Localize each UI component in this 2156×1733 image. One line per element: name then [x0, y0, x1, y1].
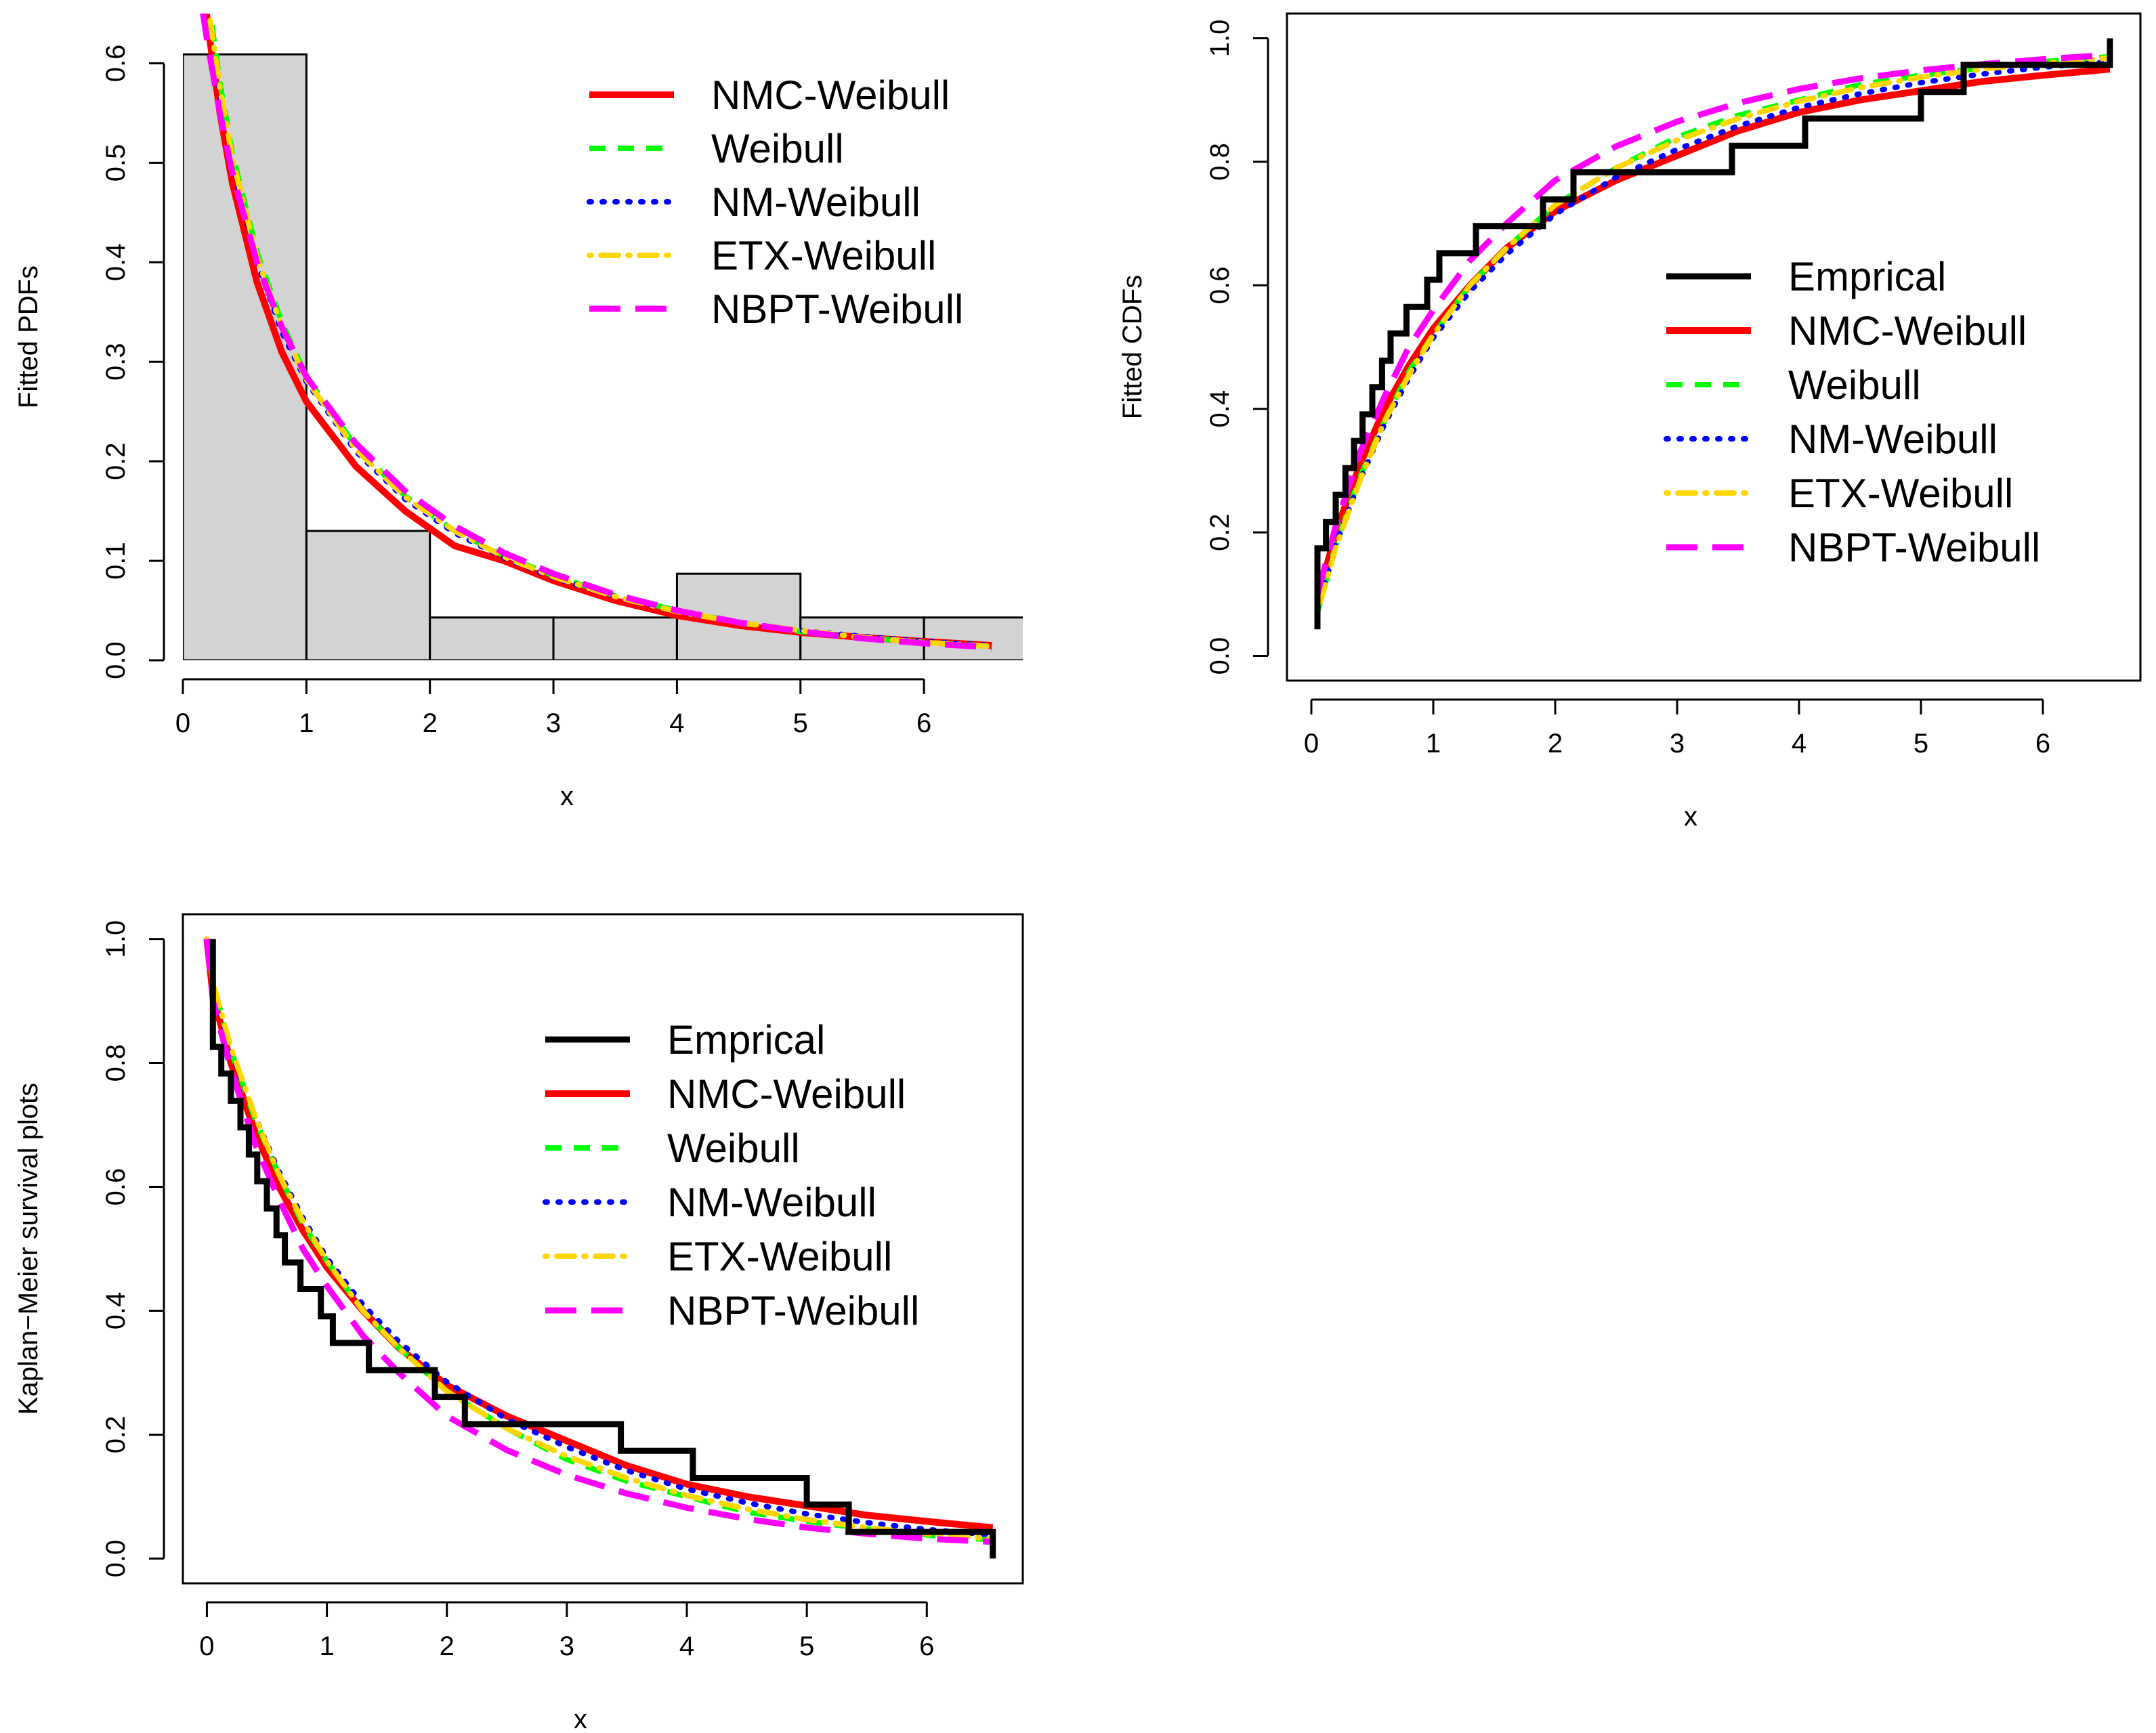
- x-tick-label: 5: [799, 1631, 814, 1661]
- cdf-plot-frame: [1286, 12, 2142, 682]
- series-etx-weibull: [206, 14, 995, 649]
- legend-label-etx-weibull: ETX-Weibull: [711, 233, 936, 278]
- y-tick-label: 0.8: [101, 1044, 131, 1082]
- survival-x-axis-title: x: [574, 1705, 587, 1733]
- x-tick-label: 5: [793, 708, 808, 738]
- y-tick-label: 0.2: [101, 442, 131, 480]
- x-tick-label: 2: [1548, 729, 1563, 758]
- legend-label-etx-weibull: ETX-Weibull: [667, 1234, 892, 1279]
- legend-label-emprical: Emprical: [667, 1017, 825, 1063]
- y-tick-label: 0.6: [101, 45, 131, 83]
- x-tick-label: 5: [1914, 729, 1928, 758]
- histogram-bar: [923, 616, 1023, 660]
- x-tick-label: 1: [319, 1631, 334, 1661]
- x-tick-label: 2: [423, 708, 438, 738]
- legend-label-etx-weibull: ETX-Weibull: [1788, 471, 2013, 516]
- pdf-x-axis-title: x: [560, 782, 574, 811]
- curves: [200, 14, 995, 651]
- legend-label-nm-weibull: NM-Weibull: [711, 179, 921, 225]
- legend-label-weibull: Weibull: [711, 126, 844, 171]
- series-etx-weibull: [1315, 55, 2113, 616]
- x-tick-label: 4: [669, 708, 684, 738]
- histogram-bar: [429, 616, 555, 660]
- series-emprical: [209, 939, 996, 1559]
- legend-label-nmc-weibull: NMC-Weibull: [711, 72, 950, 118]
- x-tick-label: 0: [175, 708, 190, 738]
- curves: [203, 936, 996, 1559]
- curves: [1314, 38, 2113, 630]
- x-tick-label: 0: [1304, 729, 1319, 758]
- legend-label-nbpt-weibull: NBPT-Weibull: [711, 286, 963, 332]
- y-tick-label: 0.1: [101, 542, 131, 580]
- survival-panel: 0 1 2 3 4 5 6 0.0 0.2 0.4 0.6 0.8 1.0 x Kaplan−Meier s…: [14, 913, 1024, 1733]
- cdf-legend: Emprical NMC-Weibull Weibull NM-Weibull ETX-…: [1664, 254, 2040, 570]
- y-tick-label: 0.4: [1205, 390, 1235, 428]
- series-nbpt-weibull: [200, 14, 992, 651]
- legend-label-nm-weibull: NM-Weibull: [1788, 416, 1998, 462]
- survival-y-axis-title: Kaplan−Meier survival plots: [14, 1083, 43, 1415]
- x-tick-label: 2: [440, 1631, 455, 1661]
- x-tick-label: 1: [299, 708, 314, 738]
- series-nbpt-weibull: [1314, 51, 2111, 595]
- cdf-y-axis-title: Fitted CDFs: [1118, 275, 1147, 419]
- survival-plot-frame: [182, 913, 1024, 1585]
- y-tick-label: 1.0: [1205, 20, 1235, 58]
- legend-label-nmc-weibull: NMC-Weibull: [667, 1071, 906, 1117]
- y-tick-label: 0.8: [1205, 143, 1235, 181]
- pdf-y-axis-title: Fitted PDFs: [14, 265, 43, 408]
- histogram: [183, 53, 1023, 660]
- legend-label-nm-weibull: NM-Weibull: [667, 1180, 876, 1225]
- y-tick-label: 0.5: [101, 144, 131, 182]
- series-nm-weibull: [1315, 59, 2113, 613]
- x-tick-label: 1: [1426, 729, 1441, 758]
- x-tick-label: 4: [679, 1631, 694, 1661]
- x-tick-label: 6: [919, 1631, 934, 1661]
- survival-legend: Emprical NMC-Weibull Weibull NM-Weibull ETX-…: [543, 1017, 919, 1333]
- pdf-legend: NMC-Weibull Weibull NM-Weibull ETX-Weibull N…: [587, 72, 963, 332]
- series-nbpt-weibull: [203, 939, 993, 1545]
- x-tick-label: 4: [1792, 729, 1806, 758]
- y-tick-label: 0.2: [1205, 513, 1235, 551]
- x-tick-label: 0: [199, 1631, 214, 1661]
- y-tick-label: 0.6: [101, 1168, 131, 1206]
- legend-label-weibull: Weibull: [667, 1126, 800, 1171]
- x-tick-label: 3: [546, 708, 561, 738]
- histogram-bar: [552, 616, 678, 660]
- y-tick-label: 0.3: [101, 343, 131, 381]
- y-tick-label: 0.4: [101, 244, 131, 282]
- x-tick-label: 6: [2035, 729, 2050, 758]
- legend-label-weibull: Weibull: [1788, 362, 1921, 408]
- legend-label-nbpt-weibull: NBPT-Weibull: [667, 1288, 919, 1333]
- series-etx-weibull: [204, 936, 996, 1542]
- y-tick-label: 0.4: [101, 1292, 131, 1330]
- y-tick-label: 0.0: [101, 641, 131, 679]
- legend-label-nbpt-weibull: NBPT-Weibull: [1788, 525, 2040, 570]
- histogram-bar: [305, 530, 431, 660]
- legend-label-emprical: Emprical: [1788, 254, 1946, 299]
- cdf-panel: 0 1 2 3 4 5 6 0.0 0.2 0.4 0.6 0.8 1.0 x Fitted CDFs Emp…: [1118, 12, 2142, 832]
- pdf-panel: 0 1 2 3 4 5 6 0.0 0.1 0.2 0.3 0.4 0.5 0.6 x Fitted PDFs…: [14, 14, 1023, 811]
- x-tick-label: 3: [1670, 729, 1685, 758]
- y-tick-label: 0.2: [101, 1416, 131, 1454]
- series-emprical: [1314, 38, 2113, 630]
- cdf-x-axis-title: x: [1684, 802, 1697, 832]
- y-tick-label: 0.0: [101, 1540, 131, 1578]
- y-tick-label: 0.0: [1205, 637, 1235, 675]
- y-tick-label: 0.6: [1205, 266, 1235, 304]
- y-tick-label: 1.0: [101, 920, 131, 958]
- legend-label-nmc-weibull: NMC-Weibull: [1788, 308, 2027, 354]
- x-tick-label: 3: [559, 1631, 574, 1661]
- x-tick-label: 6: [916, 708, 931, 738]
